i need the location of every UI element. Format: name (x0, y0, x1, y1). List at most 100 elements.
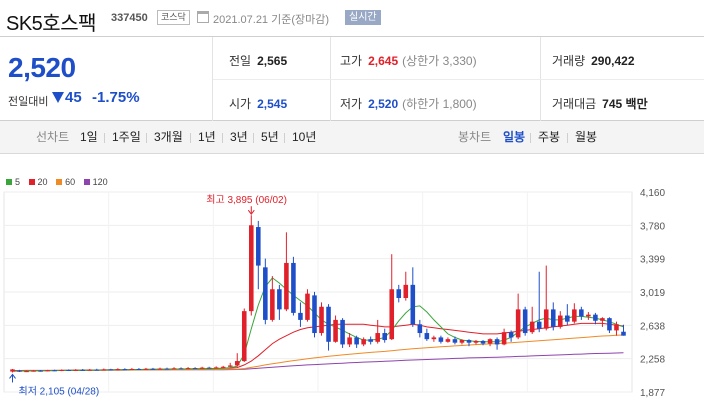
candle-body (452, 339, 458, 343)
candle-chart-label: 봉차트 (458, 130, 492, 144)
candle-body (501, 332, 507, 345)
candle-body (298, 312, 303, 320)
high-field: 고가 2,645 (상한가 3,330) (340, 54, 477, 68)
row-divider (213, 79, 704, 80)
current-price: 2,520 (8, 52, 76, 83)
tab-3year[interactable]: 3년 (230, 130, 248, 144)
candle-body (38, 370, 43, 372)
legend-ma120: 120 (83, 177, 108, 187)
candle-body (375, 333, 380, 342)
candle-body (52, 370, 57, 372)
candle-body (157, 368, 163, 370)
tab-daily-candle[interactable]: 일봉 (503, 130, 526, 144)
candle-body (115, 369, 121, 371)
candle-body (586, 314, 591, 317)
down-triangle-icon (52, 92, 64, 103)
candle-body (508, 332, 514, 338)
candlestick-chart[interactable]: 4,160 3,780 3,399 3,019 2,638 2,258 1,877 최고 3,… (0, 186, 704, 404)
candle-body (319, 306, 324, 334)
base-date: 2021.07.21 기준(장마감) (213, 14, 330, 26)
change-percent: -1.75% (92, 89, 140, 106)
candle-body (326, 306, 331, 342)
stock-header: SK5호스팩 337450 코스닥 2021.07.21 기준(장마감) 실시간 (0, 0, 704, 36)
candle-body (80, 369, 86, 371)
candle-body (24, 371, 29, 373)
tab-monthly-candle[interactable]: 월봉 (575, 130, 598, 144)
amount-field: 거래대금 745 백만 (552, 97, 648, 111)
candle-body (59, 370, 64, 372)
candle-body (607, 318, 612, 331)
volume-field: 거래량 290,422 (552, 54, 635, 68)
prev-close-field: 전일 2,565 (229, 54, 288, 68)
stock-name[interactable]: SK5호스팩 (6, 13, 97, 35)
ma5-line (12, 277, 624, 372)
candle-body (417, 324, 423, 334)
candle-body (185, 368, 191, 370)
tab-5year[interactable]: 5년 (261, 130, 279, 144)
y-tick-label: 3,399 (640, 255, 665, 266)
candle-body (522, 309, 528, 334)
candle-body (270, 289, 275, 320)
tab-1day[interactable]: 1일 (80, 130, 98, 144)
candle-body (480, 340, 486, 344)
low-value: 2,520 (368, 97, 399, 111)
candle-body (543, 309, 549, 329)
candle-body (579, 309, 584, 317)
candle-body (621, 331, 626, 336)
candle-body (431, 337, 437, 340)
market-badge: 코스닥 (157, 10, 190, 25)
candle-body (312, 295, 317, 334)
prev-close-value: 2,565 (257, 54, 288, 68)
candle-body (536, 321, 542, 329)
min-arrow-head (9, 373, 16, 379)
legend-ma20: 20 (28, 177, 48, 187)
candle-body (171, 368, 177, 370)
candle-body (438, 337, 444, 342)
candle-body (305, 293, 310, 320)
candle-body (164, 368, 170, 370)
calendar-icon (197, 11, 209, 23)
low-field: 저가 2,520 (하한가 1,800) (340, 97, 477, 111)
candle-body (459, 340, 465, 343)
candle-body (445, 339, 451, 342)
candle-body (424, 333, 430, 340)
tab-3month[interactable]: 3개월 (154, 130, 183, 144)
candle-body (101, 369, 107, 371)
candle-body (263, 267, 268, 320)
candle-body (150, 368, 156, 370)
candle-body (31, 370, 36, 372)
candle-body (382, 333, 387, 341)
tab-divider (253, 133, 254, 143)
y-tick-label: 2,638 (640, 321, 665, 332)
tab-1year[interactable]: 1년 (198, 130, 216, 144)
candle-body (572, 309, 577, 322)
candle-body (291, 262, 296, 313)
tab-divider (567, 133, 568, 143)
candle-body (614, 324, 619, 331)
candle-body (368, 339, 373, 342)
realtime-button[interactable]: 실시간 (345, 10, 381, 25)
tab-10year[interactable]: 10년 (292, 130, 317, 144)
tab-weekly-candle[interactable]: 주봉 (538, 130, 561, 144)
chart-svg[interactable]: 4,160 3,780 3,399 3,019 2,638 2,258 1,877 최고 3,… (0, 186, 704, 404)
tab-1week[interactable]: 1주일 (112, 130, 141, 144)
high-value: 2,645 (368, 54, 399, 68)
candle-body (136, 368, 142, 370)
chart-period-tabs: 선차트 1일 1주일 3개월 1년 3년 5년 10년 봉차트 일봉 주봉 월봉 (0, 121, 704, 154)
open-field: 시가 2,545 (229, 97, 288, 111)
current-price-cell: 2,520 전일대비 45 -1.75% (0, 37, 213, 121)
candle-body (17, 370, 22, 372)
candle-body (220, 366, 226, 368)
min-annotation: 최저 2,105 (04/28) (19, 385, 100, 397)
candle-body (143, 368, 149, 370)
legend-ma5: 5 (6, 177, 20, 187)
candle-body (129, 368, 135, 370)
candle-body (515, 309, 521, 338)
price-summary: 2,520 전일대비 45 -1.75% 전일 2,565 고가 2,645 (상한가… (0, 36, 704, 121)
candle-body (494, 339, 500, 345)
max-annotation: 최고 3,895 (06/02) (206, 194, 287, 206)
tab-divider (190, 133, 191, 143)
moving-average-legend: 5 20 60 120 (6, 177, 114, 187)
candle-body (354, 337, 359, 345)
legend-swatch (6, 179, 12, 185)
